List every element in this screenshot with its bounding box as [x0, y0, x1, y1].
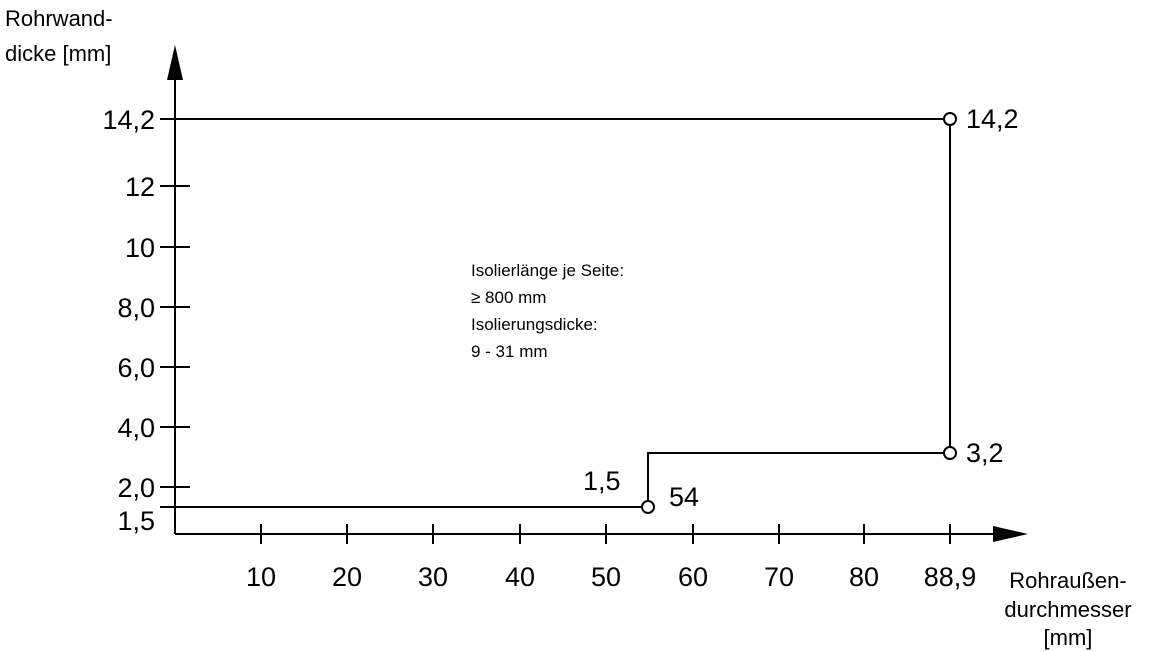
x-ticks: 10 20 30 40 50 60 70 80 88,9	[246, 524, 976, 592]
annotation-line-1: Isolierlänge je Seite:	[471, 261, 624, 280]
x-tick-label-80: 80	[849, 562, 879, 592]
x-axis-title-line-1: Rohraußen-	[1009, 568, 1126, 593]
x-tick-label-30: 30	[418, 562, 448, 592]
y-axis-title-line-1: Rohrwand-	[5, 6, 113, 31]
point-label-1-5: 1,5	[583, 466, 621, 496]
x-axis-title-line-3: [mm]	[1044, 625, 1093, 650]
markers	[641, 112, 957, 514]
x-tick-label-70: 70	[764, 562, 794, 592]
point-label-54: 54	[669, 482, 699, 512]
y-tick-label-10: 10	[125, 233, 155, 263]
y-tick-label-8-0: 8,0	[117, 293, 155, 323]
y-tick-label-6-0: 6,0	[117, 353, 155, 383]
point-label-14-2: 14,2	[966, 104, 1019, 134]
x-axis-arrow-icon	[993, 526, 1028, 542]
y-ticks: 1,52,0 4,0 6,0 8,0 10 12 14,2	[102, 105, 190, 536]
x-axis-title-line-2: durchmesser	[1004, 597, 1131, 622]
x-tick-label-88-9: 88,9	[924, 562, 977, 592]
x-tick-label-50: 50	[591, 562, 621, 592]
y-axis-title-line-2: dicke [mm]	[5, 41, 111, 66]
x-tick-label-10: 10	[246, 562, 276, 592]
marker-54-1-5	[641, 500, 655, 514]
x-tick-label-40: 40	[505, 562, 535, 592]
x-tick-label-60: 60	[678, 562, 708, 592]
boundary-line	[160, 118, 951, 508]
annotation-line-3: Isolierungsdicke:	[471, 315, 598, 334]
y-tick-label-12: 12	[125, 172, 155, 202]
y-tick-label-2-0: 2,0	[117, 473, 155, 503]
annotation-line-4: 9 - 31 mm	[471, 342, 548, 361]
marker-88-9-14-2	[943, 112, 957, 126]
y-tick-label-14-2: 14,2	[102, 105, 155, 135]
y-tick-label-4-0: 4,0	[117, 413, 155, 443]
y-tick-label-1-5: 1,5	[117, 506, 155, 536]
axes	[174, 70, 1000, 535]
annotation-line-2: ≥ 800 mm	[471, 288, 546, 307]
marker-88-9-3-2	[943, 446, 957, 460]
x-tick-label-20: 20	[332, 562, 362, 592]
y-axis-arrow-icon	[167, 45, 183, 80]
point-label-3-2: 3,2	[966, 438, 1004, 468]
